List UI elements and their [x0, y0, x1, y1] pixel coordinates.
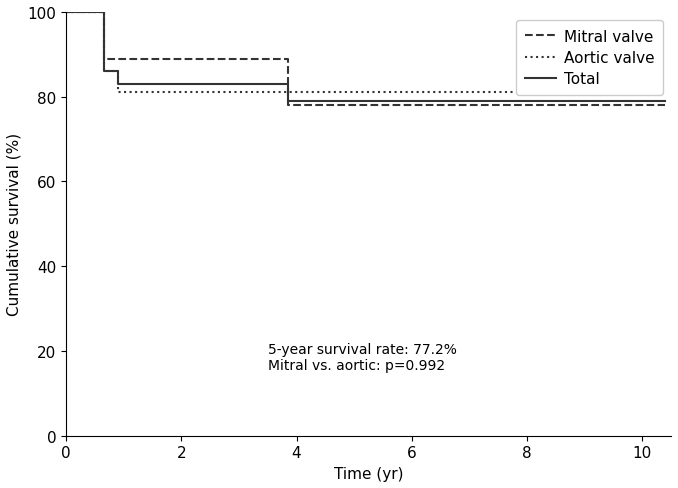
Aortic valve	[661, 90, 669, 96]
Mitral valve	[100, 57, 108, 62]
Total	[100, 69, 108, 75]
Mitral valve	[661, 103, 669, 109]
Mitral valve	[100, 10, 108, 16]
Total	[661, 99, 669, 104]
Total	[284, 82, 292, 88]
X-axis label: Time (yr): Time (yr)	[334, 466, 403, 481]
Total	[62, 10, 70, 16]
Aortic valve	[100, 10, 108, 16]
Total	[114, 82, 122, 88]
Aortic valve	[114, 90, 122, 96]
Text: 5-year survival rate: 77.2%
Mitral vs. aortic: p=0.992: 5-year survival rate: 77.2% Mitral vs. a…	[268, 342, 456, 372]
Total	[114, 69, 122, 75]
Y-axis label: Cumulative survival (%): Cumulative survival (%)	[7, 133, 22, 316]
Aortic valve	[100, 69, 108, 75]
Aortic valve	[62, 10, 70, 16]
Mitral valve	[284, 103, 292, 109]
Line: Total: Total	[66, 13, 665, 102]
Line: Aortic valve: Aortic valve	[66, 13, 665, 93]
Legend: Mitral valve, Aortic valve, Total: Mitral valve, Aortic valve, Total	[516, 20, 663, 96]
Line: Mitral valve: Mitral valve	[66, 13, 665, 106]
Aortic valve	[114, 69, 122, 75]
Total	[100, 10, 108, 16]
Total	[284, 99, 292, 104]
Mitral valve	[284, 57, 292, 62]
Mitral valve	[62, 10, 70, 16]
